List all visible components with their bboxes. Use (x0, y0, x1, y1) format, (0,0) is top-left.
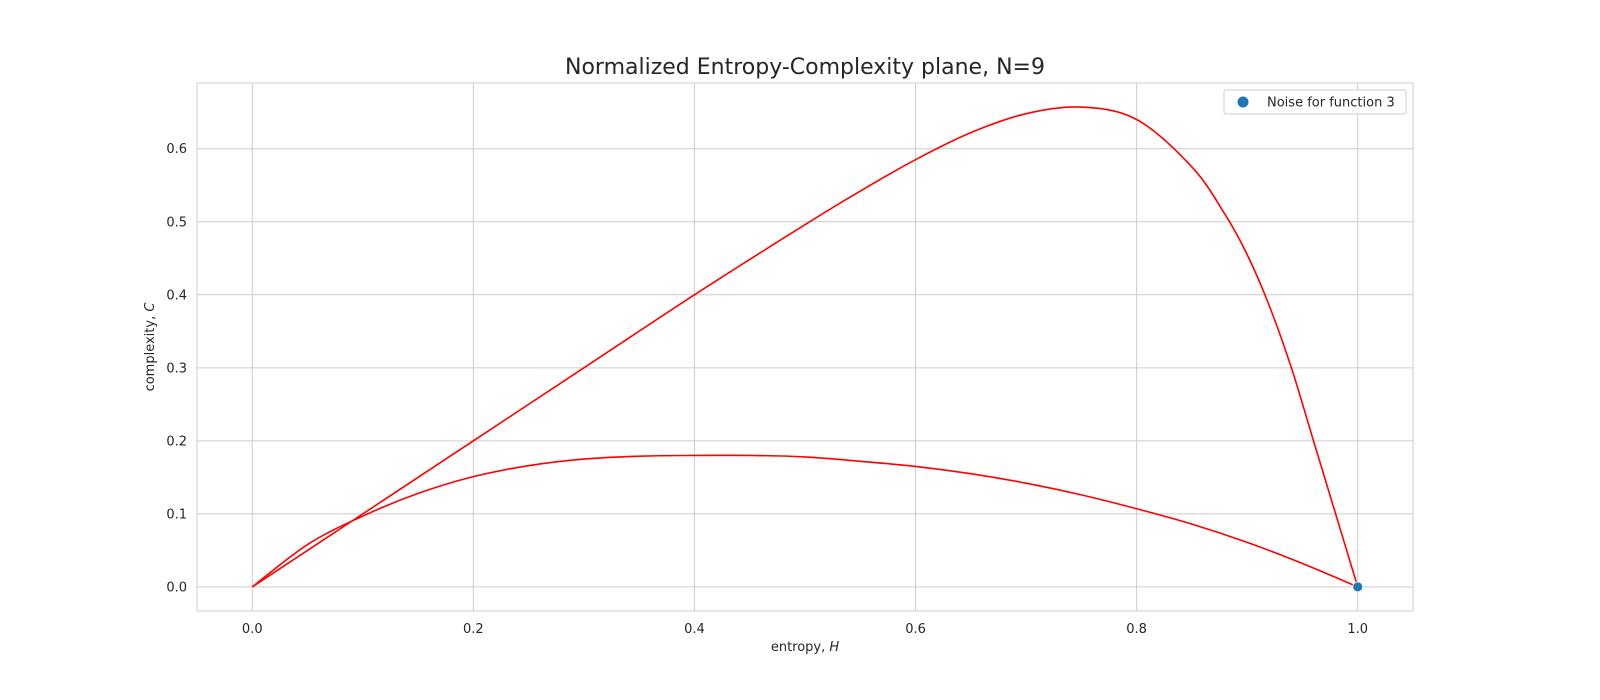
y-axis-label: complexity, C (143, 302, 158, 392)
y-tick-label: 0.3 (166, 361, 187, 376)
series-line-0 (251, 454, 1359, 588)
series-line-1 (251, 106, 1359, 588)
plot-frame (196, 82, 1414, 612)
y-tick-label: 0.6 (166, 142, 187, 157)
legend-box (1223, 89, 1407, 115)
legend-entry: Noise for function 3 (1267, 96, 1395, 111)
x-tick-label: 0.8 (1126, 622, 1147, 637)
y-tick-label: 0.4 (166, 288, 187, 303)
legend-marker (1237, 96, 1249, 108)
x-tick-label: 0.6 (905, 622, 926, 637)
x-tick-label: 0.4 (684, 622, 705, 637)
y-tick-label: 0.5 (166, 215, 187, 230)
y-tick-labels: 0.0 0.1 0.2 0.3 0.4 0.5 0.6 (166, 142, 187, 595)
y-tick-label: 0.2 (166, 434, 187, 449)
x-tick-label: 0.2 (463, 622, 484, 637)
x-tick-label: 0.0 (242, 622, 263, 637)
x-tick-label: 1.0 (1347, 622, 1368, 637)
grid (197, 83, 1413, 611)
legend: Noise for function 3 (1223, 89, 1407, 115)
chart-title: Normalized Entropy-Complexity plane, N=9 (565, 55, 1045, 80)
y-tick-label: 0.0 (166, 580, 187, 595)
series-layer (251, 106, 1364, 593)
y-tick-label: 0.1 (166, 507, 187, 522)
x-axis-label: entropy, H (771, 640, 840, 655)
x-tick-labels: 0.0 0.2 0.4 0.6 0.8 1.0 (242, 622, 1368, 637)
scatter-point (1352, 581, 1364, 593)
